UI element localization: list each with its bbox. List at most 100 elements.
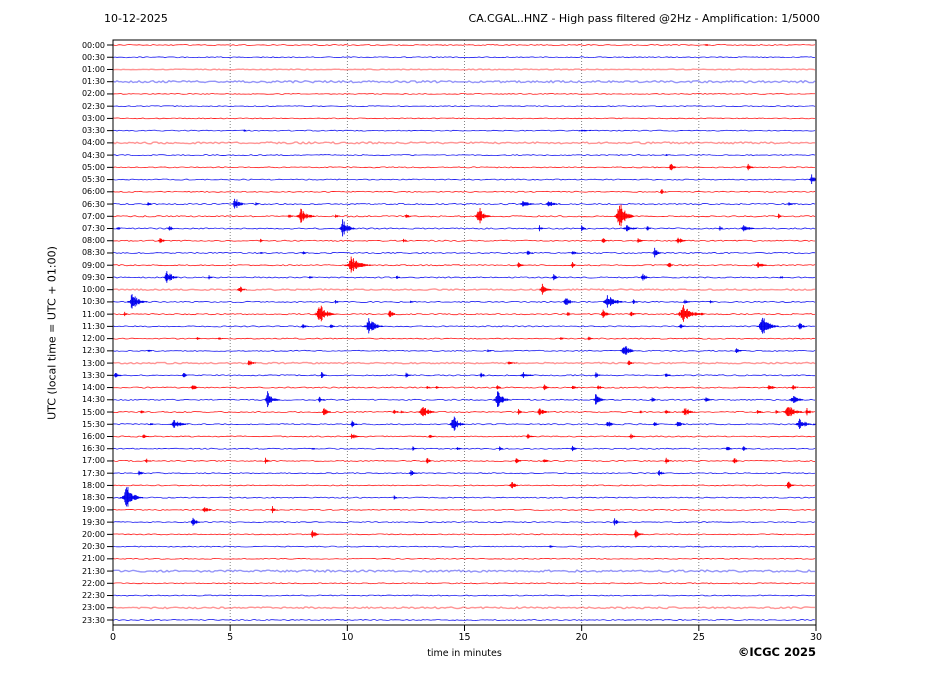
- trace-row-01:00: [112, 68, 816, 71]
- trace-row-15:00: [112, 407, 816, 417]
- seismic-event: [790, 385, 798, 390]
- seismic-event: [571, 251, 578, 255]
- seismic-event: [400, 410, 404, 414]
- y-tick-label: 08:00: [81, 236, 105, 246]
- x-tick-label: 20: [575, 632, 588, 643]
- y-tick-label: 14:00: [81, 383, 105, 393]
- trace-row-00:30: [112, 56, 816, 59]
- x-tick-label: 25: [692, 632, 705, 643]
- trace-line: [112, 44, 816, 46]
- seismic-event: [664, 409, 671, 414]
- seismic-event: [756, 410, 763, 414]
- seismic-event: [675, 421, 685, 427]
- seismic-event: [579, 129, 591, 132]
- trace-row-02:00: [112, 93, 816, 95]
- y-tick-label: 05:00: [81, 162, 105, 172]
- seismic-event: [493, 391, 511, 407]
- seismic-event: [418, 407, 435, 417]
- trace-line: [112, 398, 816, 401]
- seismic-event: [474, 207, 491, 224]
- trace-row-19:30: [112, 517, 816, 526]
- seismic-event: [633, 529, 644, 539]
- trace-row-17:30: [112, 469, 816, 476]
- y-tick-label: 22:00: [81, 578, 105, 588]
- trace-row-10:30: [112, 294, 816, 309]
- seismic-event: [126, 294, 148, 309]
- seismic-event: [137, 470, 144, 476]
- seismic-event: [639, 410, 643, 414]
- y-tick-label: 11:30: [81, 321, 105, 331]
- y-tick-label: 22:30: [81, 591, 105, 601]
- trace-row-09:30: [112, 271, 816, 283]
- trace-line: [112, 178, 816, 181]
- y-tick-label: 08:30: [81, 248, 105, 258]
- trace-line: [112, 496, 816, 499]
- seismic-event: [559, 337, 564, 340]
- seismic-event: [538, 225, 544, 232]
- copyright-label: ©ICGC 2025: [737, 645, 816, 659]
- y-tick-label: 07:30: [81, 224, 105, 233]
- x-tick-label: 0: [109, 632, 117, 643]
- seismic-event: [123, 311, 129, 317]
- trace-row-14:30: [112, 391, 816, 408]
- trace-row-01:30: [112, 79, 816, 84]
- y-tick-label: 04:30: [81, 150, 105, 160]
- trace-row-07:00: [112, 204, 816, 227]
- seismic-event: [789, 396, 803, 403]
- seismic-event: [660, 189, 667, 194]
- trace-row-06:30: [112, 198, 816, 209]
- seismic-event: [335, 214, 340, 218]
- y-tick-label: 19:00: [81, 505, 105, 515]
- trace-row-11:30: [112, 317, 816, 334]
- seismic-event: [169, 420, 189, 428]
- trace-row-16:30: [112, 445, 816, 452]
- trace-row-22:30: [112, 594, 816, 597]
- seismic-event: [311, 447, 315, 450]
- trace-line: [112, 349, 816, 352]
- y-tick-label: 14:30: [81, 395, 105, 405]
- trace-line: [112, 472, 816, 475]
- y-tick-label: 19:30: [81, 517, 105, 527]
- trace-line: [112, 79, 816, 84]
- seismic-event: [614, 204, 634, 227]
- x-tick-label: 15: [458, 632, 471, 643]
- trace-row-22:00: [112, 582, 816, 585]
- seismic-event: [735, 348, 742, 353]
- trace-line: [112, 410, 816, 414]
- trace-row-07:30: [112, 219, 816, 237]
- seismic-event: [593, 394, 606, 405]
- trace-line: [112, 166, 816, 169]
- trace-line: [112, 569, 816, 573]
- seismic-event: [732, 458, 739, 464]
- seismic-event: [537, 408, 549, 416]
- seismic-event: [167, 226, 175, 231]
- trace-row-04:00: [112, 141, 816, 145]
- y-tick-label: 06:00: [81, 187, 105, 197]
- seismic-event: [543, 384, 549, 391]
- seismic-event: [116, 227, 121, 230]
- seismic-event: [580, 225, 586, 232]
- y-tick-label: 10:00: [81, 285, 105, 295]
- y-tick-label: 00:00: [81, 40, 105, 50]
- seismic-event: [344, 256, 373, 273]
- trace-row-21:00: [112, 557, 816, 560]
- seismic-event: [410, 300, 414, 303]
- seismic-event: [190, 385, 198, 390]
- seismic-event: [334, 299, 339, 304]
- y-tick-label: 20:30: [81, 542, 105, 552]
- trace-line: [112, 484, 816, 487]
- trace-row-23:30: [112, 619, 816, 621]
- trace-line: [112, 105, 816, 108]
- seismic-event: [313, 305, 337, 322]
- trace-row-08:30: [112, 247, 816, 258]
- seismic-event: [570, 445, 577, 452]
- seismic-event: [756, 317, 779, 334]
- seismic-event: [542, 459, 550, 463]
- x-tick-label: 30: [809, 632, 823, 643]
- seismic-event: [676, 305, 704, 322]
- seismic-event: [666, 262, 673, 268]
- seismic-event: [496, 385, 502, 390]
- x-tick-label: 5: [227, 632, 234, 643]
